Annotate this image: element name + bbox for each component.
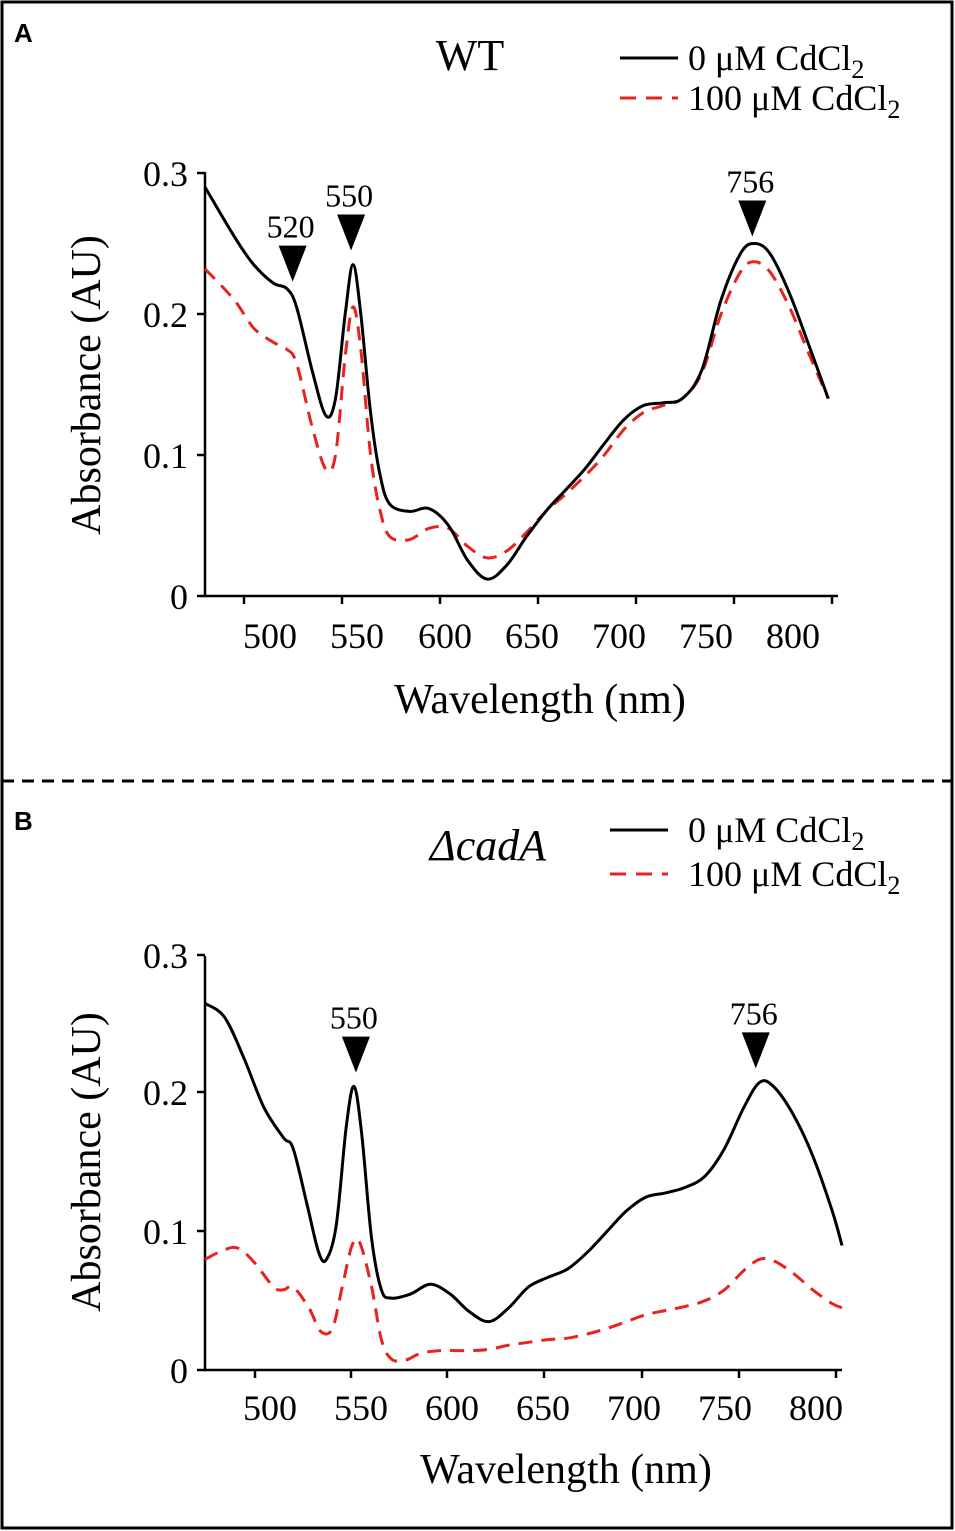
- peak-label: 550: [330, 1000, 378, 1036]
- peak-label: 756: [730, 995, 778, 1031]
- x-tick-label: 600: [418, 616, 472, 656]
- series-line-1: [204, 1237, 843, 1363]
- peak-arrow: [337, 214, 366, 251]
- series-line-0: [203, 186, 830, 581]
- y-tick-label: 0: [170, 1351, 188, 1391]
- y-axis-label: Absorbance (AU): [64, 235, 110, 535]
- peak-label: 756: [726, 163, 774, 199]
- peak-label: 520: [267, 209, 315, 245]
- panel-letter: A: [14, 18, 33, 48]
- y-tick-label: 0: [170, 577, 188, 617]
- legend-label-1: 100 μM CdCl2: [688, 78, 900, 124]
- x-tick-label: 750: [679, 616, 733, 656]
- x-ticks: 500 550 600 650 700 750 800: [243, 1370, 843, 1428]
- y-tick-label: 0.1: [143, 1212, 188, 1252]
- x-tick-label: 500: [243, 616, 297, 656]
- legend-label-0: 0 μM CdCl2: [688, 810, 864, 856]
- panel-letter: B: [14, 806, 33, 836]
- peak-arrow: [738, 200, 767, 237]
- y-tick-label: 0.1: [143, 436, 188, 476]
- x-ticks: 500 550 600 650 700 750 800: [242, 596, 834, 656]
- y-axis-label: Absorbance (AU): [64, 1012, 110, 1312]
- x-tick-label: 750: [698, 1388, 752, 1428]
- y-tick-label: 0.2: [143, 1073, 188, 1113]
- x-tick-label: 700: [592, 616, 646, 656]
- x-tick-label: 700: [607, 1388, 661, 1428]
- legend-label-1: 100 μM CdCl2: [688, 854, 900, 900]
- x-axis-label: Wavelength (nm): [394, 677, 686, 723]
- x-tick-label: 650: [505, 616, 559, 656]
- peak-arrow: [341, 1036, 370, 1073]
- plot-area: 550 756: [204, 995, 844, 1363]
- x-tick-label: 800: [766, 616, 820, 656]
- x-tick-label: 550: [334, 1388, 388, 1428]
- x-tick-label: 800: [789, 1388, 843, 1428]
- series-line-1: [203, 260, 830, 560]
- legend: 0 μM CdCl2 100 μM CdCl2: [610, 810, 900, 900]
- panel-a: A WT 0 μM CdCl2 100 μM CdCl2 0 0.1 0.2 0…: [14, 18, 900, 723]
- x-tick-label: 600: [425, 1388, 479, 1428]
- peak-label: 550: [325, 178, 373, 214]
- legend: 0 μM CdCl2 100 μM CdCl2: [620, 38, 900, 124]
- x-tick-label: 550: [330, 616, 384, 656]
- y-tick-label: 0.3: [143, 154, 188, 194]
- legend-label-0: 0 μM CdCl2: [688, 38, 864, 84]
- plot-area: 520 550 756: [203, 163, 830, 581]
- chart-title: WT: [436, 31, 505, 80]
- y-ticks: 0 0.1 0.2 0.3: [143, 936, 205, 1391]
- y-ticks: 0 0.1 0.2 0.3: [143, 154, 205, 617]
- peak-arrow: [741, 1032, 770, 1069]
- peak-arrow: [278, 245, 307, 282]
- panel-b: B ΔcadA 0 μM CdCl2 100 μM CdCl2 0 0.1 0.…: [14, 806, 900, 1493]
- y-tick-label: 0.2: [143, 295, 188, 335]
- x-axis-label: Wavelength (nm): [420, 1447, 712, 1493]
- y-tick-label: 0.3: [143, 936, 188, 976]
- chart-title: ΔcadA: [428, 821, 547, 870]
- series-line-0: [204, 1002, 844, 1324]
- x-tick-label: 650: [516, 1388, 570, 1428]
- x-tick-label: 500: [243, 1388, 297, 1428]
